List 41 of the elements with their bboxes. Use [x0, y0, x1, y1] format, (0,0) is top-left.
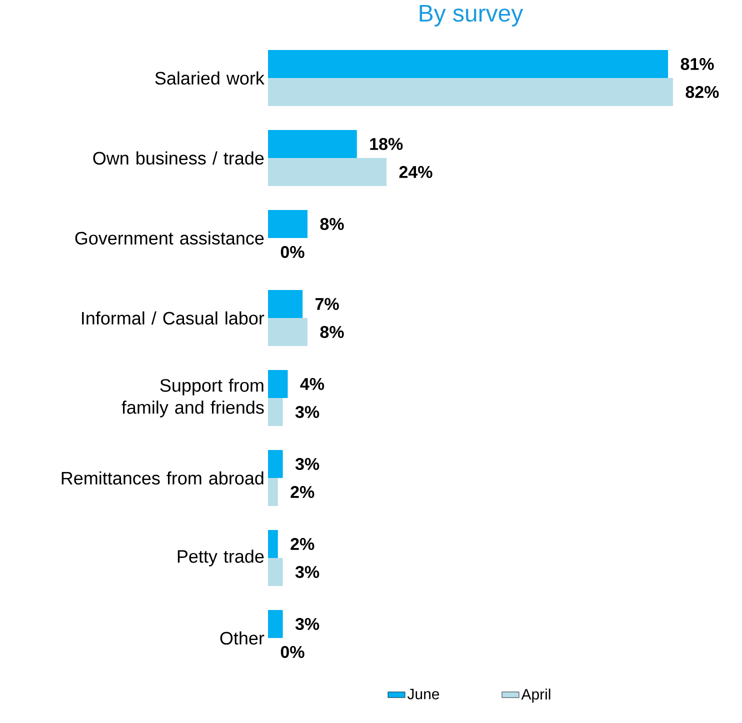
bar: [268, 610, 283, 638]
data-label: 7%: [316, 298, 339, 310]
data-label: 3%: [295, 618, 320, 630]
data-label: 0%: [280, 646, 304, 658]
bar: [268, 158, 387, 186]
data-label: 81%: [680, 58, 714, 70]
data-label: 2%: [290, 538, 314, 550]
y-tick-label: Informal / Casual labor: [82, 311, 264, 325]
bar: [268, 290, 303, 318]
bar: [268, 78, 673, 106]
bar: [268, 530, 278, 558]
data-label: 4%: [300, 378, 324, 390]
data-label: 8%: [320, 218, 344, 230]
y-tick-label: Salaried work: [155, 71, 264, 85]
data-label: 3%: [295, 458, 320, 470]
data-label: 18%: [370, 138, 403, 150]
legend-label: April: [521, 688, 550, 703]
data-label: 0%: [280, 246, 304, 258]
y-tick-label: Petty trade: [178, 550, 264, 566]
data-label: 3%: [295, 406, 320, 418]
bar: [268, 450, 283, 478]
chart-title: By survey: [420, 4, 524, 26]
y-tick-label: Support from family and friends: [122, 378, 264, 418]
bar: [268, 370, 288, 398]
bar: [268, 130, 357, 158]
bar: [268, 50, 668, 78]
y-tick-label: Own business / trade: [93, 151, 264, 165]
bar: [268, 318, 308, 346]
bar: [268, 398, 283, 426]
data-label: 8%: [320, 326, 344, 338]
bar: [268, 558, 283, 586]
data-label: 82%: [686, 86, 719, 98]
y-tick-label: Remittances from abroad: [62, 471, 264, 485]
y-tick-label: Government assistance: [75, 231, 264, 245]
bar: [268, 478, 278, 506]
data-label: 2%: [290, 486, 314, 498]
y-tick-label: Other: [220, 631, 264, 645]
data-label: 24%: [399, 166, 432, 178]
data-label: 3%: [295, 566, 320, 578]
legend-label: June: [407, 688, 440, 700]
bar: [268, 210, 308, 238]
